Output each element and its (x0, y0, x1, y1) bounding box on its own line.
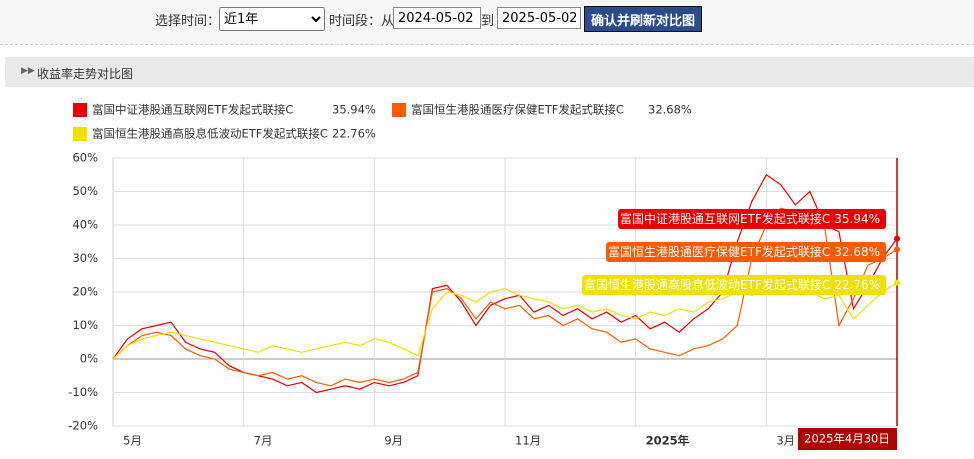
legend-swatch (392, 103, 406, 117)
callout-value: 22.76% (834, 278, 880, 292)
callout-bg (618, 209, 886, 229)
y-tick-label: -10% (68, 385, 98, 399)
callout-text: 富国恒生港股通高股息低波动ETF发起式联接C 22.76% (584, 277, 880, 292)
y-tick-label: 40% (72, 218, 98, 232)
callout-value: 32.68% (834, 245, 880, 259)
callout-bg (582, 275, 886, 295)
crosshair-label-bg (798, 428, 897, 450)
callout-bg (606, 242, 886, 262)
x-tick-label: 9月 (384, 434, 403, 448)
callout: 富国恒生港股通高股息低波动ETF发起式联接C 22.76% (582, 275, 886, 295)
start-date[interactable] (393, 7, 481, 29)
time-label: 选择时间： (155, 14, 221, 29)
toolbar: 选择时间： 近1年 时间段：从 到 确认并刷新对比图 (0, 0, 974, 45)
x-tick-label: 2025年 (646, 434, 690, 448)
legend-swatch (73, 103, 87, 117)
callout-text: 富国恒生港股通医疗保健ETF发起式联接C 32.68% (608, 244, 880, 259)
y-tick-label: 10% (72, 318, 98, 332)
callout-name: 富国恒生港股通医疗保健ETF发起式联接C (608, 244, 830, 259)
y-tick-label: 0% (80, 352, 98, 366)
x-tick-label: 11月 (515, 434, 541, 448)
section-header: ▶▶ 收益率走势对比图 (5, 57, 974, 87)
callout-name: 富国中证港股通互联网ETF发起式联接C (620, 211, 830, 226)
end-dot (894, 246, 900, 253)
legend-label: 富国中证港股通互联网ETF发起式联接C (92, 103, 293, 117)
refresh-button[interactable]: 确认并刷新对比图 (584, 6, 703, 32)
callout-value: 35.94% (834, 212, 880, 226)
legend-label: 富国恒生港股通高股息低波动ETF发起式联接C (92, 127, 328, 141)
y-tick-label: 50% (72, 184, 98, 198)
legend-label: 富国恒生港股通医疗保健ETF发起式联接C (411, 103, 624, 117)
legend-swatch (73, 127, 87, 141)
end-dot (894, 235, 900, 242)
to-label: 到 (481, 14, 495, 29)
period-select[interactable]: 近1年 (219, 7, 325, 31)
end-date[interactable] (497, 7, 581, 29)
callout-text: 富国中证港股通互联网ETF发起式联接C 35.94% (620, 211, 880, 226)
y-tick-label: 60% (72, 151, 98, 165)
crosshair-label: 2025年4月30日 (804, 432, 890, 446)
range-label: 时间段：从 (329, 14, 395, 29)
legend-value: 32.68% (648, 103, 692, 117)
y-tick-label: 30% (72, 251, 98, 265)
x-tick-label: 7月 (254, 434, 273, 448)
x-tick-label: 3月 (776, 434, 795, 448)
callout: 富国恒生港股通医疗保健ETF发起式联接C 32.68% (606, 242, 886, 262)
legend-value: 22.76% (332, 127, 376, 141)
end-dot (894, 279, 900, 286)
callout-name: 富国恒生港股通高股息低波动ETF发起式联接C (584, 277, 830, 292)
callout: 富国中证港股通互联网ETF发起式联接C 35.94% (618, 209, 886, 229)
x-tick-label: 5月 (123, 434, 142, 448)
y-tick-label: 20% (72, 285, 98, 299)
legend-value: 35.94% (332, 103, 376, 117)
y-tick-label: -20% (68, 419, 98, 433)
arrow-icon: ▶▶ (21, 66, 35, 76)
section-title: 收益率走势对比图 (37, 67, 134, 81)
